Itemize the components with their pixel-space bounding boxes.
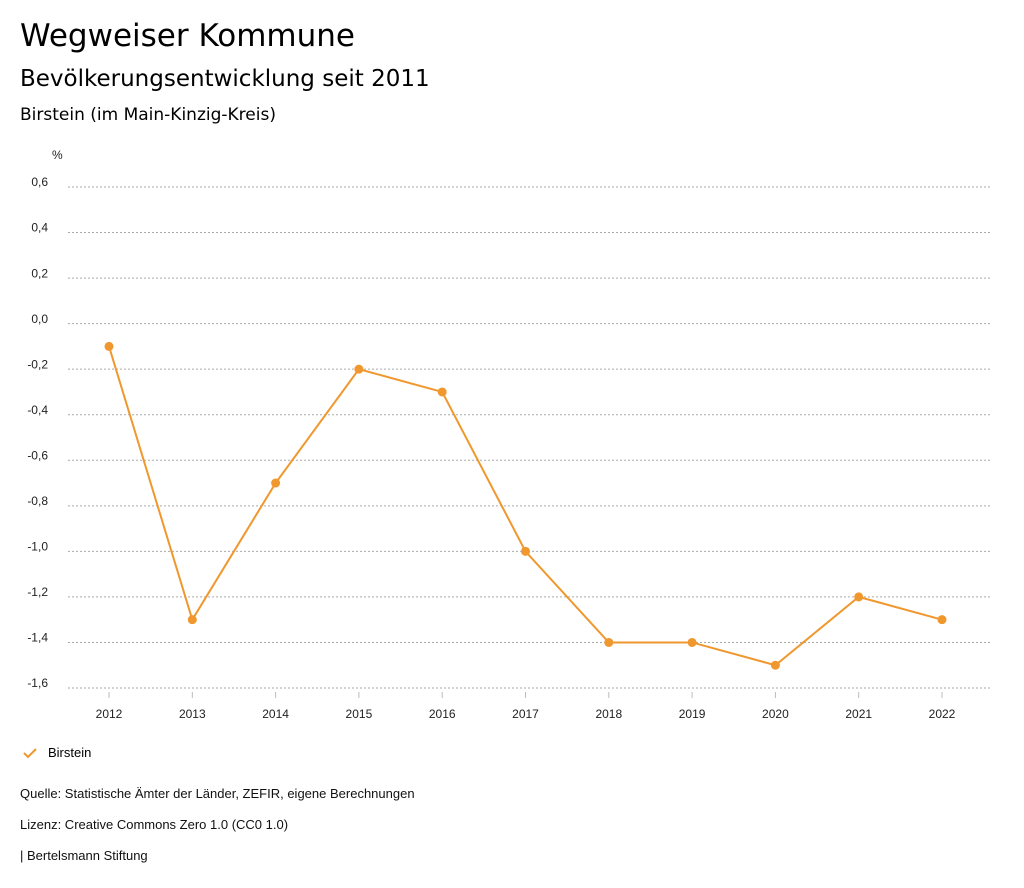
data-point [437, 387, 447, 397]
x-tick-label: 2013 [179, 707, 206, 721]
y-tick-label: -0,2 [27, 357, 48, 371]
data-point [271, 478, 281, 488]
data-point [687, 637, 697, 647]
y-tick-label: -1,4 [27, 631, 48, 645]
x-tick-label: 2022 [929, 707, 956, 721]
data-point [104, 341, 114, 351]
legend-item-birstein[interactable]: Birstein [22, 745, 91, 760]
x-tick-label: 2019 [679, 707, 706, 721]
data-point [937, 615, 947, 625]
data-point [187, 615, 197, 625]
data-point [354, 364, 364, 374]
license-note: Lizenz: Creative Commons Zero 1.0 (CC0 1… [20, 817, 289, 832]
y-tick-label: -0,4 [27, 403, 48, 417]
x-tick-label: 2017 [512, 707, 539, 721]
data-point [604, 637, 614, 647]
data-point [521, 546, 530, 556]
x-tick-label: 2015 [346, 707, 373, 721]
x-tick-label: 2018 [595, 707, 622, 721]
x-tick-label: 2014 [262, 707, 289, 721]
x-tick-label: 2021 [845, 707, 872, 721]
data-point [770, 660, 780, 670]
y-tick-label: -0,8 [27, 494, 48, 508]
legend-label: Birstein [48, 745, 92, 760]
x-tick-label: 2016 [429, 707, 456, 721]
y-tick-label: 0,6 [31, 175, 48, 189]
source-note: Quelle: Statistische Ämter der Länder, Z… [20, 786, 415, 801]
chart-subtitle: Bevölkerungsentwicklung seit 2011 [20, 66, 430, 92]
y-tick-label: 0,2 [31, 266, 48, 280]
y-axis-unit: % [52, 148, 63, 162]
check-icon [23, 747, 37, 758]
publisher-note: | Bertelsmann Stiftung [20, 848, 148, 863]
y-tick-label: 0,4 [31, 221, 48, 235]
line-chart: % 0,6 0,4 0,2 0,0 -0,2 -0,4 -0,6 -0,8 -1,0 -1,2 -1… [27, 148, 990, 721]
y-tick-label: -1,2 [27, 585, 48, 599]
x-tick-label: 2020 [762, 707, 789, 721]
data-point [854, 592, 864, 602]
y-tick-label: 0,0 [31, 312, 48, 326]
y-tick-label: -1,0 [27, 540, 48, 554]
y-tick-label: -1,6 [27, 676, 48, 690]
x-tick-label: 2012 [96, 707, 123, 721]
y-tick-label: -0,6 [27, 448, 48, 462]
region-label: Birstein (im Main-Kinzig-Kreis) [20, 105, 276, 125]
page-title: Wegweiser Kommune [20, 18, 355, 54]
